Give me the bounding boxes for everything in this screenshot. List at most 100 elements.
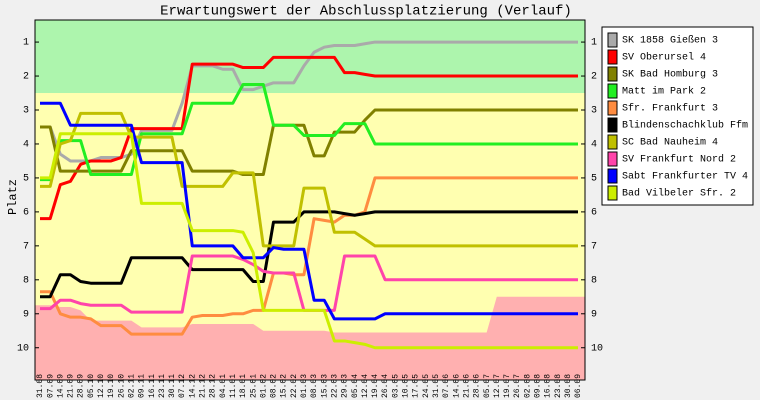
y-tick-label: 1: [23, 38, 29, 49]
x-tick-label: 22.02: [290, 374, 299, 398]
x-tick-label: 28.09: [77, 374, 86, 398]
y-tick-label-right: 9: [591, 309, 597, 320]
legend-label: Blindenschachklub Ffm: [622, 120, 748, 132]
y-tick-label: 10: [17, 343, 29, 354]
plot-border: [34, 19, 586, 381]
legend-label: SK 1858 Gießen 3: [622, 35, 718, 47]
x-tick-label: 23.08: [554, 374, 563, 398]
legend-swatch: [607, 66, 618, 82]
chart-title: Erwartungswert der Abschlussplatzierung …: [160, 4, 572, 20]
legend-swatch: [607, 151, 618, 167]
x-tick-label: 10.05: [402, 374, 411, 398]
y-tick-label: 5: [23, 174, 29, 185]
legend-swatch: [607, 49, 618, 65]
x-tick-label: 19.04: [371, 374, 380, 398]
x-tick-label: 30.11: [168, 374, 177, 398]
y-tick-label-right: 10: [591, 343, 603, 354]
x-tick-label: 21.12: [199, 374, 208, 398]
x-tick-label: 22.03: [330, 374, 339, 398]
x-tick-label: 16.11: [148, 374, 157, 398]
x-tick-label: 07.12: [178, 374, 187, 398]
x-tick-label: 12.10: [97, 374, 106, 398]
y-tick-label: 8: [23, 275, 29, 286]
series-line: [40, 132, 578, 350]
series-line: [40, 210, 578, 299]
legend-label: SC Bad Nauheim 4: [622, 137, 718, 149]
x-tick-label: 19.10: [107, 374, 116, 398]
legend-swatch: [607, 83, 618, 99]
x-tick-label: 09.08: [534, 374, 543, 398]
x-tick-label: 15.02: [280, 374, 289, 398]
x-tick-label: 01.02: [259, 374, 268, 398]
x-tick-label: 29.03: [341, 374, 350, 398]
x-tick-label: 06.09: [574, 374, 583, 398]
y-tick-label: 7: [23, 241, 29, 252]
x-tick-label: 26.10: [117, 374, 126, 398]
x-tick-label: 26.04: [381, 374, 390, 398]
x-tick-label: 18.01: [239, 374, 248, 398]
x-tick-label: 14.09: [56, 374, 65, 398]
x-tick-label: 14.12: [188, 374, 197, 398]
x-tick-label: 31.08: [36, 374, 45, 398]
y-tick-label-right: 2: [591, 72, 597, 83]
x-tick-label: 05.07: [483, 374, 492, 398]
x-tick-label: 07.09: [46, 374, 55, 398]
x-tick-label: 19.07: [503, 374, 512, 398]
x-tick-label: 02.08: [523, 374, 532, 398]
legend-swatch: [607, 32, 618, 48]
x-tick-label: 24.05: [422, 374, 431, 398]
y-tick-label-right: 6: [591, 208, 597, 219]
legend-label: SK Bad Homburg 3: [622, 69, 718, 81]
x-tick-label: 02.11: [127, 374, 136, 398]
legend-swatch: [607, 168, 618, 184]
legend-label: SV Oberursel 4: [622, 52, 706, 64]
x-tick-label: 31.05: [432, 374, 441, 398]
x-tick-label: 25.01: [249, 374, 258, 398]
x-tick-label: 01.03: [300, 374, 309, 398]
y-axis-label: Platz: [6, 179, 20, 215]
legend-swatch: [607, 100, 618, 116]
y-tick-label: 6: [23, 208, 29, 219]
x-tick-label: 15.03: [320, 374, 329, 398]
y-tick-label-right: 1: [591, 38, 597, 49]
x-tick-label: 28.06: [473, 374, 482, 398]
x-tick-label: 30.08: [564, 374, 573, 398]
x-tick-label: 23.11: [158, 374, 167, 398]
x-tick-label: 08.02: [270, 374, 279, 398]
x-tick-label: 28.12: [209, 374, 218, 398]
series-line: [40, 108, 578, 177]
series-line: [40, 83, 578, 182]
y-tick-label-right: 5: [591, 174, 597, 185]
legend-label: Sabt Frankfurter TV 4: [622, 171, 748, 183]
x-tick-label: 04.01: [219, 374, 228, 398]
legend-label: Matt im Park 2: [622, 86, 706, 98]
series-line: [40, 176, 578, 336]
y-tick-label-right: 3: [591, 106, 597, 117]
y-tick-label: 2: [23, 72, 29, 83]
x-tick-label: 21.06: [462, 374, 471, 398]
x-tick-label: 05.10: [87, 374, 96, 398]
x-tick-label: 12.07: [493, 374, 502, 398]
series-line: [40, 101, 578, 321]
legend: [601, 26, 754, 206]
zone-red: [35, 296, 585, 380]
legend-label: SV Frankfurt Nord 2: [622, 154, 736, 166]
y-tick-label-right: 7: [591, 241, 597, 252]
x-tick-label: 16.08: [544, 374, 553, 398]
legend-swatch: [607, 117, 618, 133]
x-tick-label: 05.04: [351, 374, 360, 398]
legend-label: Bad Vilbeler Sfr. 2: [622, 188, 736, 200]
x-tick-label: 12.04: [361, 374, 370, 398]
x-tick-label: 17.05: [412, 374, 421, 398]
x-tick-label: 21.09: [67, 374, 76, 398]
y-tick-label: 3: [23, 106, 29, 117]
y-tick-label-right: 8: [591, 275, 597, 286]
legend-swatch: [607, 185, 618, 201]
y-tick-label: 4: [23, 140, 29, 151]
x-tick-label: 26.07: [513, 374, 522, 398]
x-tick-label: 08.03: [310, 374, 319, 398]
x-tick-label: 07.06: [442, 374, 451, 398]
legend-swatch: [607, 134, 618, 150]
legend-label: Sfr. Frankfurt 3: [622, 103, 718, 115]
